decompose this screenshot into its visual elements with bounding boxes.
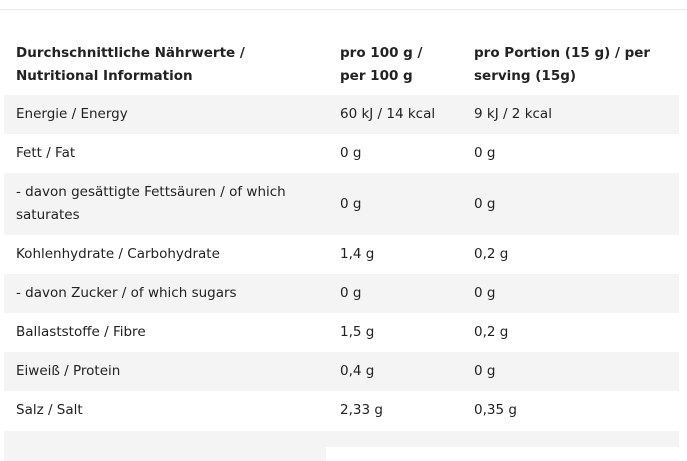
nutrient-name: - davon Zucker / of which sugars <box>4 274 328 313</box>
nutrient-name: - davon gesättigte Fettsäuren / of which… <box>4 173 328 235</box>
value-per-100g: 0 g <box>328 173 462 235</box>
header-per-100g: pro 100 g / per 100 g <box>340 45 423 84</box>
header-per-serving: pro Portion (15 g) / per serving (15g) <box>474 45 651 84</box>
header-nutrient: Durchschnittliche Nährwerte / Nutritiona… <box>16 45 245 84</box>
table-row: - davon Zucker / of which sugars 0 g 0 g <box>4 274 679 313</box>
nutrient-name: Eiweiß / Protein <box>4 352 328 391</box>
value-per-100g: 1,4 g <box>328 235 462 274</box>
value-per-100g: 0 g <box>328 134 462 173</box>
value-per-serving: 0 g <box>462 352 679 391</box>
value-per-100g: 1,5 g <box>328 313 462 352</box>
value-per-serving: 0,2 g <box>462 313 679 352</box>
value-per-serving: 0 g <box>462 173 679 235</box>
table-row: Eiweiß / Protein 0,4 g 0 g <box>4 352 679 391</box>
nutrition-table: Durchschnittliche Nährwerte / Nutritiona… <box>4 35 679 430</box>
empty-table-row <box>4 431 679 447</box>
top-divider <box>0 9 687 10</box>
value-per-100g: 60 kJ / 14 kcal <box>328 95 462 134</box>
table-row: Salz / Salt 2,33 g 0,35 g <box>4 391 679 430</box>
value-per-serving: 0,2 g <box>462 235 679 274</box>
value-per-serving: 0,35 g <box>462 391 679 430</box>
nutrient-name: Energie / Energy <box>4 95 328 134</box>
empty-table-row-tail <box>4 447 326 461</box>
value-per-100g: 0,4 g <box>328 352 462 391</box>
table-row: Kohlenhydrate / Carbohydrate 1,4 g 0,2 g <box>4 235 679 274</box>
nutrient-name: Ballaststoffe / Fibre <box>4 313 328 352</box>
table-row: Ballaststoffe / Fibre 1,5 g 0,2 g <box>4 313 679 352</box>
value-per-serving: 0 g <box>462 274 679 313</box>
table-row: Fett / Fat 0 g 0 g <box>4 134 679 173</box>
value-per-100g: 2,33 g <box>328 391 462 430</box>
value-per-serving: 9 kJ / 2 kcal <box>462 95 679 134</box>
value-per-serving: 0 g <box>462 134 679 173</box>
table-row: Energie / Energy 60 kJ / 14 kcal 9 kJ / … <box>4 95 679 134</box>
nutrient-name: Fett / Fat <box>4 134 328 173</box>
nutrient-name: Salz / Salt <box>4 391 328 430</box>
nutrient-name: Kohlenhydrate / Carbohydrate <box>4 235 328 274</box>
table-row: - davon gesättigte Fettsäuren / of which… <box>4 173 679 235</box>
table-header-row: Durchschnittliche Nährwerte / Nutritiona… <box>4 35 679 95</box>
value-per-100g: 0 g <box>328 274 462 313</box>
